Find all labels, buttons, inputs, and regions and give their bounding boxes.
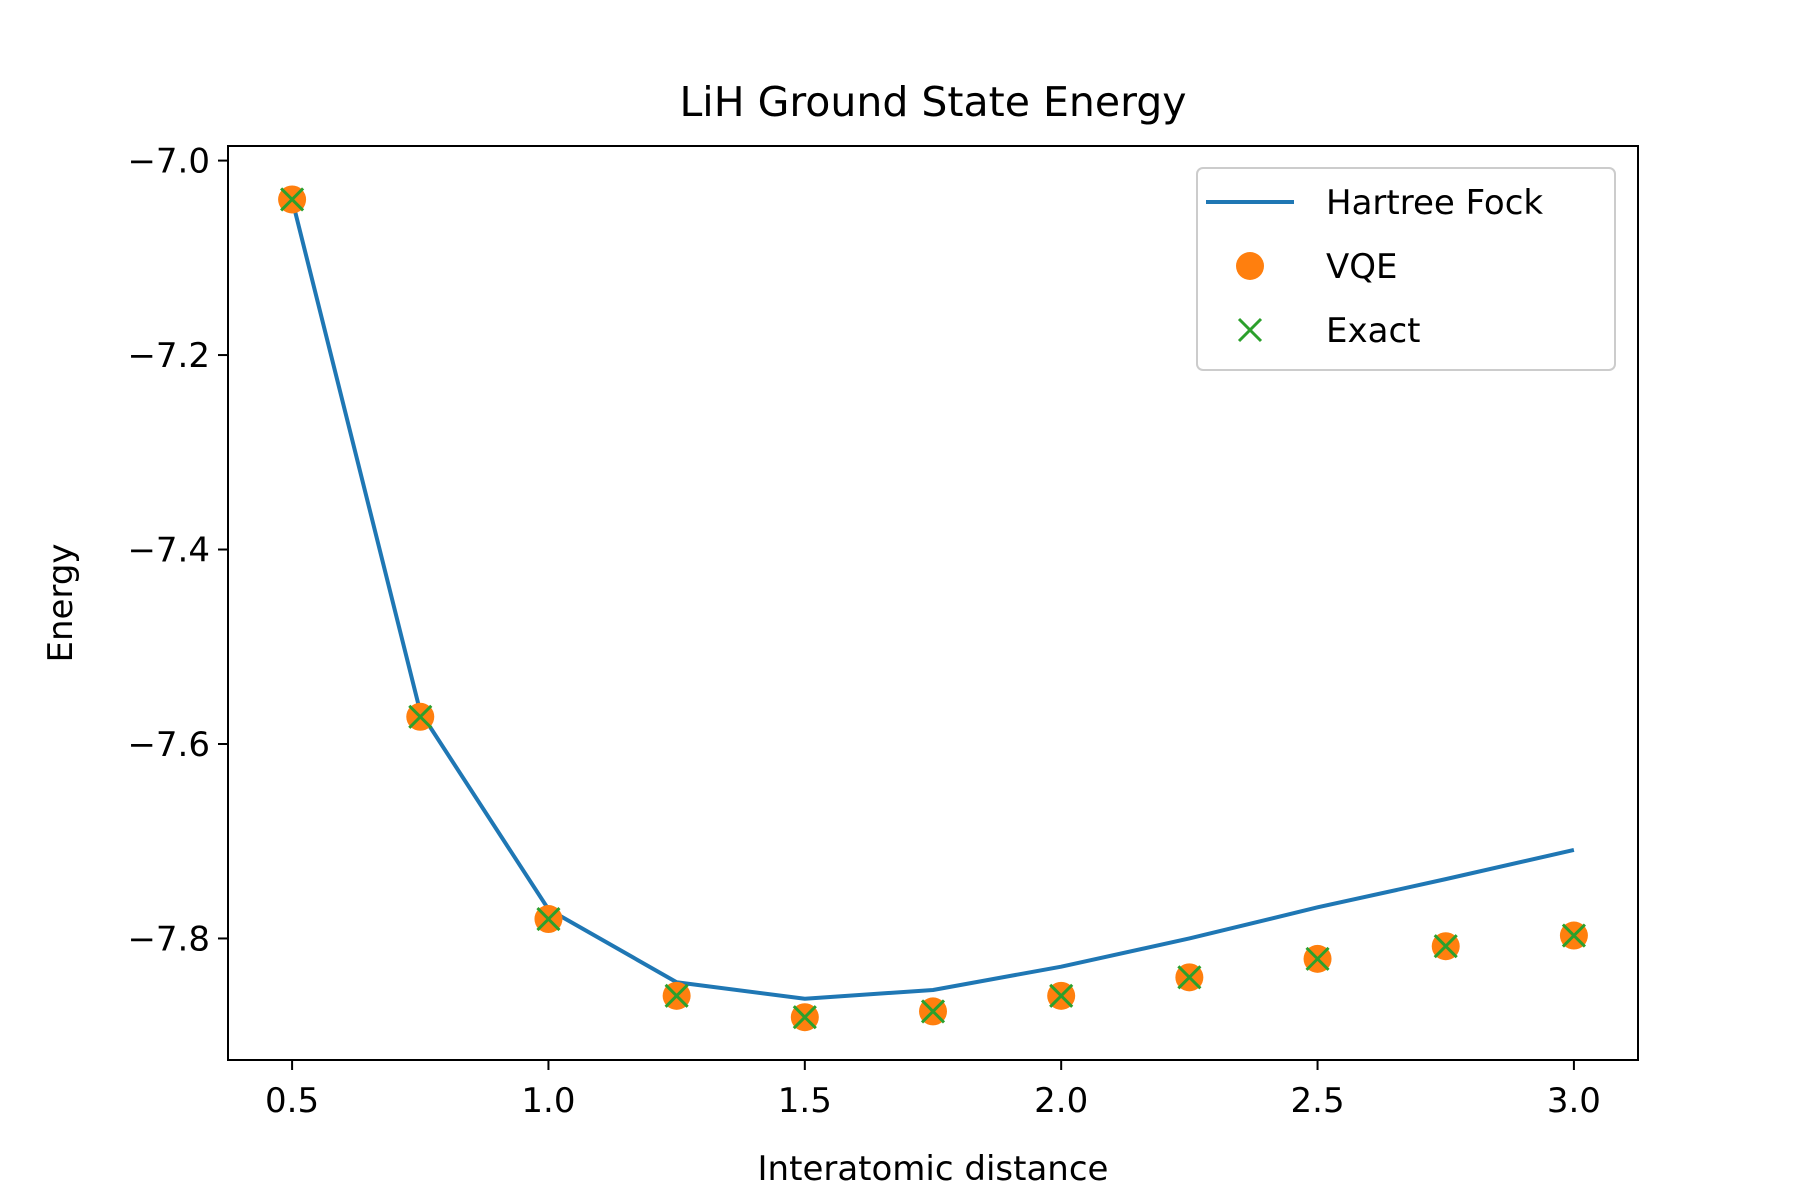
plot-frame xyxy=(227,145,1639,1061)
series-point-exact xyxy=(1049,983,1074,1008)
series-point-exact-stroke-b xyxy=(792,1005,817,1030)
series-point-exact-stroke-b xyxy=(1433,934,1458,959)
series-point-exact xyxy=(792,1005,817,1030)
y-axis-ticks: −7.0 −7.2 −7.4 −7.6 −7.8 xyxy=(127,142,228,959)
series-point-exact-stroke-b xyxy=(408,704,433,729)
series-point-exact xyxy=(408,704,433,729)
legend: Hartree Fock VQE Exact xyxy=(1196,167,1616,371)
series-line-hartree-fock xyxy=(290,198,1575,1001)
plot-marks xyxy=(278,185,1588,1032)
legend-handle-vqe xyxy=(1236,252,1264,280)
legend-label-exact: Exact xyxy=(1326,311,1420,351)
x-tick-label: 0.5 xyxy=(265,1081,319,1121)
legend-label-hartree-fock: Hartree Fock xyxy=(1326,183,1543,223)
x-tick-label: 1.5 xyxy=(778,1081,832,1121)
series-point-exact-stroke-b xyxy=(664,983,689,1008)
y-tick-label: −7.6 xyxy=(127,725,210,765)
series-point-exact xyxy=(1305,946,1330,971)
series-point-exact-stroke-b xyxy=(920,999,946,1024)
y-tick-label: −7.8 xyxy=(127,919,210,959)
series-point-exact xyxy=(1561,923,1586,948)
series-point-exact-stroke-b xyxy=(1561,923,1586,948)
y-tick-label: −7.0 xyxy=(127,142,210,182)
series-point-exact xyxy=(1177,965,1202,990)
series-point-exact xyxy=(664,983,689,1008)
series-point-exact xyxy=(536,906,561,932)
series-point-exact xyxy=(1433,934,1458,959)
x-axis-ticks: 0.5 1.0 1.5 2.0 2.5 3.0 xyxy=(265,1060,1601,1121)
legend-label-vqe: VQE xyxy=(1326,247,1398,287)
series-point-exact xyxy=(280,187,305,212)
y-tick-label: −7.4 xyxy=(127,531,210,571)
x-tick-label: 3.0 xyxy=(1547,1081,1601,1121)
x-tick-label: 2.0 xyxy=(1034,1081,1088,1121)
y-tick-label: −7.2 xyxy=(127,336,210,376)
y-axis-title: Energy xyxy=(41,543,81,662)
x-axis-title: Interatomic distance xyxy=(758,1149,1109,1189)
legend-handle-exact xyxy=(1237,317,1263,343)
series-point-exact-stroke-b xyxy=(536,906,561,932)
legend-frame xyxy=(1196,167,1616,371)
legend-handle-exact-stroke-b xyxy=(1237,317,1263,343)
x-tick-label: 2.5 xyxy=(1291,1081,1345,1121)
series-point-exact-stroke-b xyxy=(1305,946,1330,971)
chart-title: LiH Ground State Energy xyxy=(679,78,1186,126)
series-point-exact-stroke-b xyxy=(1049,983,1074,1008)
x-tick-label: 1.0 xyxy=(521,1081,575,1121)
series-point-exact-stroke-b xyxy=(1177,965,1202,990)
series-point-exact xyxy=(920,999,946,1024)
series-point-exact-stroke-b xyxy=(280,187,305,212)
